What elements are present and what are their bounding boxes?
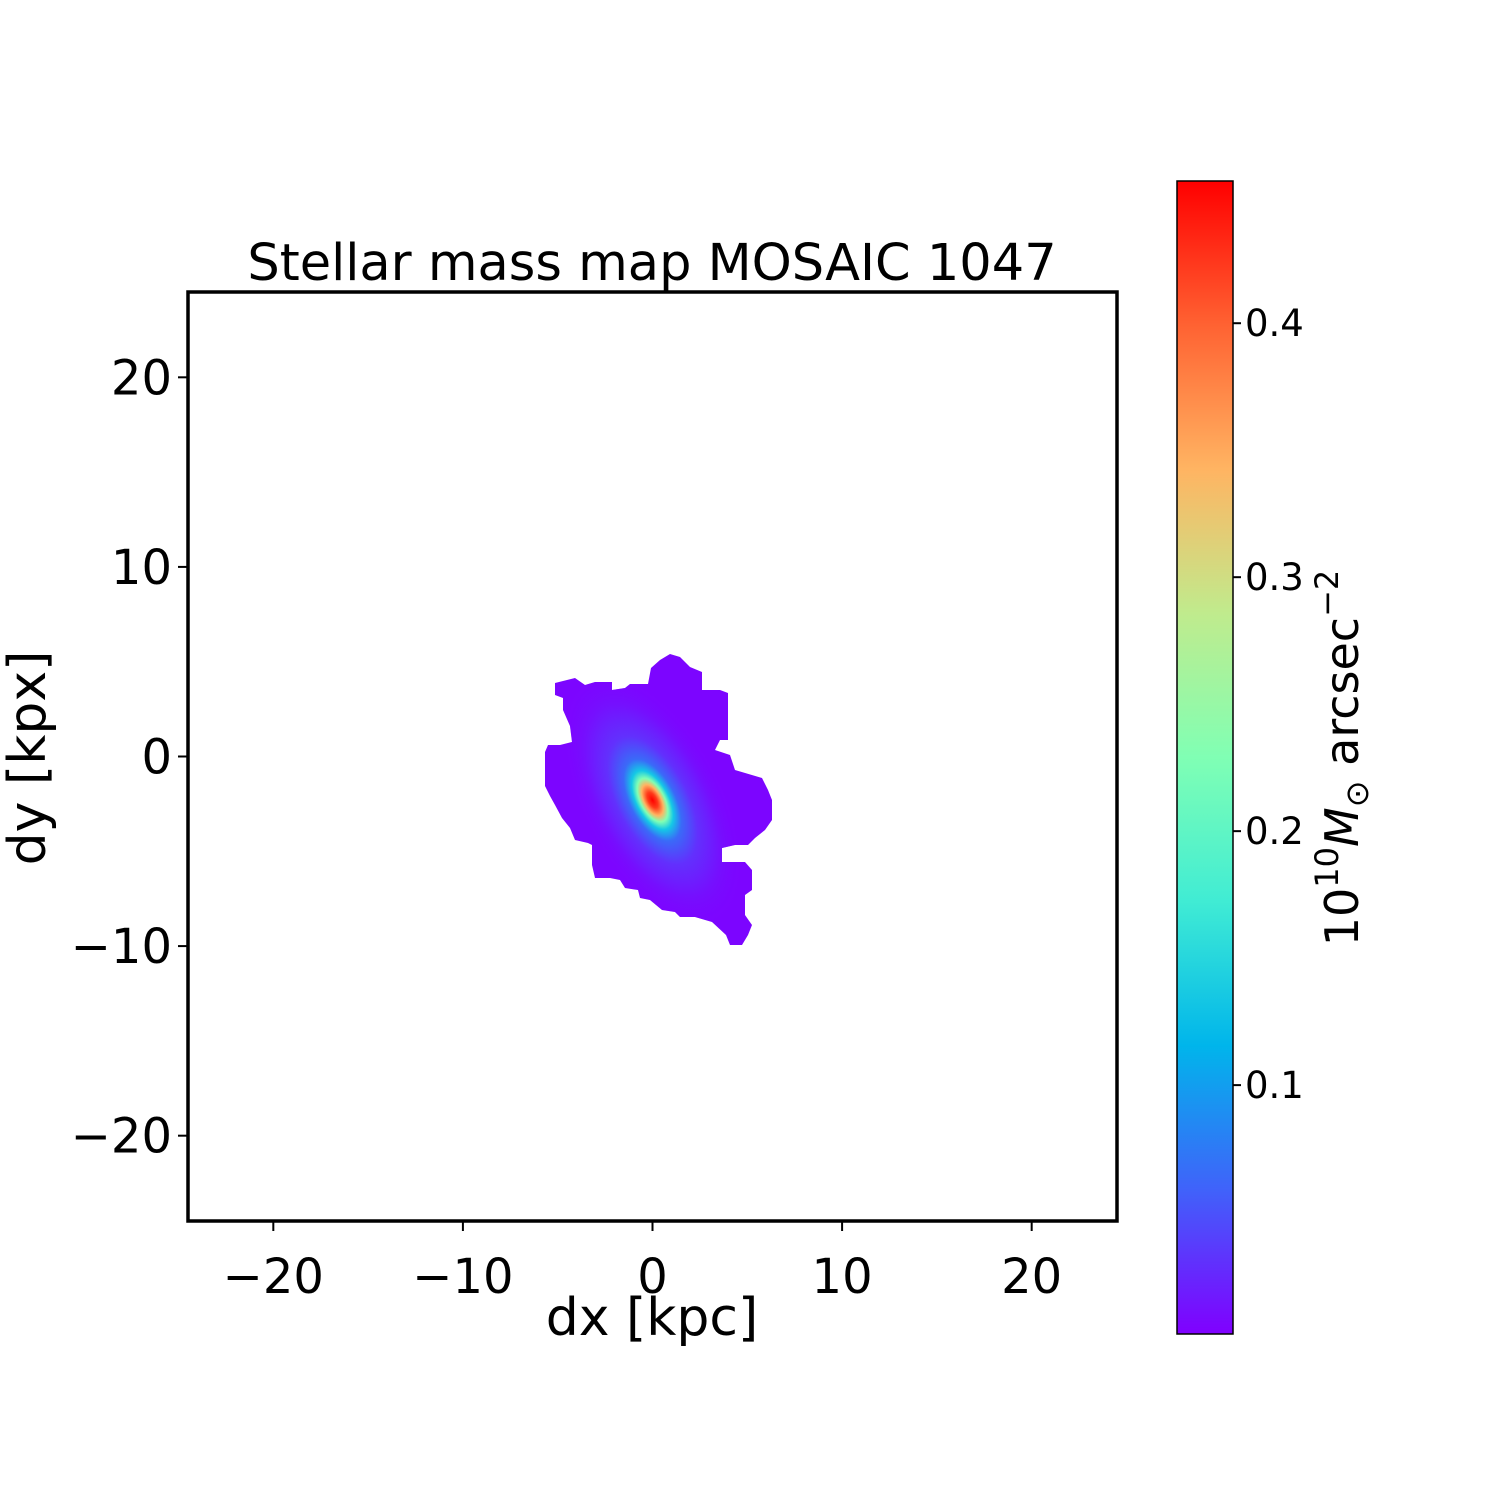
colorbar-axis: 0.1 0.2 0.3 0.4 xyxy=(1233,302,1304,1107)
y-tick-label: 0 xyxy=(141,730,172,786)
x-axis: −20 −10 0 10 20 xyxy=(223,1221,1062,1305)
colorbar-tick-label: 0.4 xyxy=(1245,302,1304,345)
y-tick-label: −10 xyxy=(71,919,172,975)
colorbar xyxy=(1176,180,1234,1335)
colorbar-tick-label: 0.3 xyxy=(1245,556,1304,599)
y-axis-label: dy [kpx] xyxy=(0,651,58,866)
colorbar-tick-label: 0.1 xyxy=(1245,1064,1304,1107)
x-axis-label: dx [kpc] xyxy=(546,1288,759,1348)
source-core xyxy=(562,672,743,929)
y-axis: −20 −10 0 10 20 xyxy=(71,350,188,1165)
y-tick-label: 20 xyxy=(111,350,172,406)
x-tick-label: −10 xyxy=(412,1249,513,1305)
colorbar-tick-label: 0.2 xyxy=(1245,810,1304,853)
x-tick-label: −20 xyxy=(223,1249,324,1305)
chart-title: Stellar mass map MOSAIC 1047 xyxy=(247,234,1056,293)
x-tick-label: 0 xyxy=(637,1249,668,1305)
x-tick-label: 10 xyxy=(812,1249,873,1305)
y-tick-label: −20 xyxy=(71,1109,172,1165)
x-tick-label: 20 xyxy=(1001,1249,1062,1305)
heatmap-image xyxy=(545,654,772,945)
y-tick-label: 10 xyxy=(111,540,172,596)
colorbar-label: 1010M⊙ arcsec−2 xyxy=(1308,570,1376,947)
